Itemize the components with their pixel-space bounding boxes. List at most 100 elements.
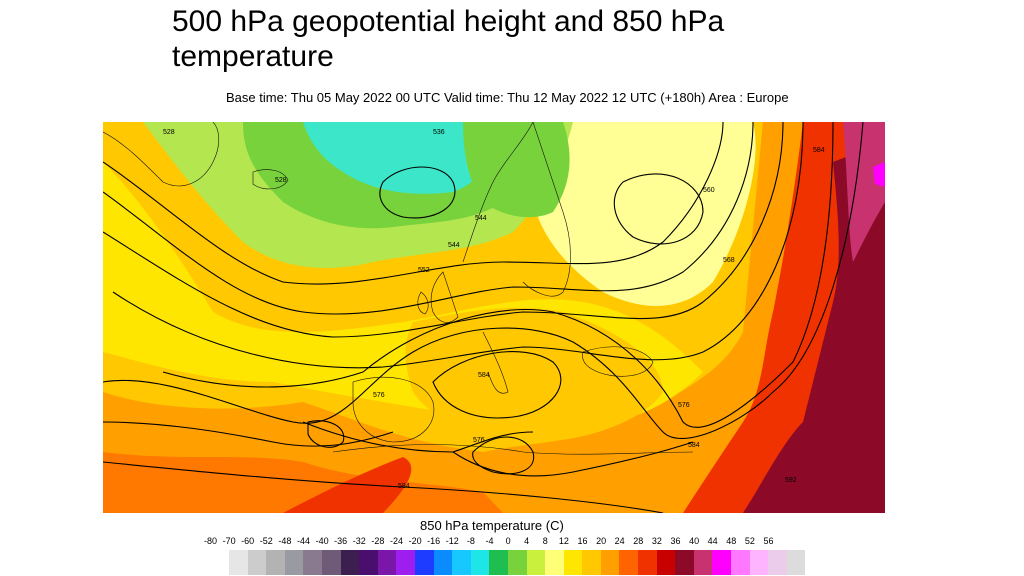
legend-tick-label: 16 bbox=[577, 536, 588, 546]
map-subtitle: Base time: Thu 05 May 2022 00 UTC Valid … bbox=[226, 90, 789, 105]
contour-label: 584 bbox=[478, 372, 490, 379]
legend-tick-label: -12 bbox=[445, 536, 459, 546]
contour-label: 568 bbox=[723, 257, 735, 264]
legend-tick-labels: -80 -70 -60 -52 -48 -44 -40 -36 -32 -28 -24 -20 -16-… bbox=[200, 536, 780, 550]
legend-swatch bbox=[266, 550, 285, 575]
legend-swatch bbox=[526, 550, 546, 575]
legend-color-bar bbox=[229, 550, 806, 575]
legend-tick-label: -36 bbox=[334, 536, 348, 546]
legend-tick-label: -20 bbox=[408, 536, 422, 546]
legend-title: 850 hPa temperature (C) bbox=[420, 518, 564, 533]
legend-tick-label: -32 bbox=[352, 536, 366, 546]
legend-tick-label: -44 bbox=[296, 536, 311, 546]
legend-swatch bbox=[507, 550, 527, 575]
legend-swatch bbox=[377, 550, 397, 575]
legend-swatch bbox=[619, 550, 639, 575]
legend-tick-label: -80 bbox=[203, 536, 218, 546]
legend-swatch bbox=[489, 550, 508, 575]
legend-swatch bbox=[229, 550, 248, 575]
temp-band-cyan-north bbox=[303, 122, 503, 194]
geopotential-contours bbox=[103, 122, 864, 513]
legend-swatch bbox=[600, 550, 620, 575]
legend-swatch bbox=[247, 550, 267, 575]
contour-label: 544 bbox=[475, 215, 487, 222]
legend-tick-label: 28 bbox=[633, 536, 644, 546]
legend-tick-label: -28 bbox=[371, 536, 385, 546]
contour-label: 528 bbox=[163, 129, 175, 136]
legend-swatch bbox=[712, 550, 732, 575]
temp-band-orange-south bbox=[103, 122, 885, 513]
coastline-north-africa bbox=[332, 444, 694, 455]
legend-swatch bbox=[303, 550, 322, 575]
contour-line bbox=[112, 122, 804, 369]
contour-label: 576 bbox=[373, 392, 385, 399]
legend-swatch bbox=[359, 550, 378, 575]
contour-line bbox=[103, 122, 754, 315]
temp-band-paleyellow-north bbox=[533, 122, 756, 306]
contour-line bbox=[613, 173, 704, 245]
legend-tick-label: 56 bbox=[763, 536, 774, 546]
coastline-iberia bbox=[352, 376, 435, 443]
legend-tick-label: -40 bbox=[315, 536, 329, 546]
contour-label: 592 bbox=[785, 477, 797, 484]
coastline-greenland bbox=[103, 122, 220, 187]
legend-tick-label: -60 bbox=[241, 536, 255, 546]
contour-line bbox=[103, 122, 724, 285]
legend-tick-label: -52 bbox=[259, 536, 273, 546]
legend-tick-label: -24 bbox=[389, 536, 404, 546]
legend-swatch bbox=[545, 550, 564, 575]
legend-tick-label: 24 bbox=[614, 536, 625, 546]
legend-swatch bbox=[768, 550, 787, 575]
coastline-british-isles bbox=[417, 271, 459, 323]
legend-tick-label: -48 bbox=[278, 536, 292, 546]
legend-swatch bbox=[470, 550, 490, 575]
legend-swatch bbox=[638, 550, 657, 575]
coastline-black-sea bbox=[582, 346, 654, 377]
contour-label: 584 bbox=[813, 147, 825, 154]
contour-line bbox=[452, 441, 694, 477]
legend-tick-label: 4 bbox=[524, 536, 530, 546]
legend-tick-label: 48 bbox=[726, 536, 737, 546]
contour-label: 544 bbox=[448, 242, 460, 249]
legend-swatch bbox=[284, 550, 304, 575]
contour-label: 528 bbox=[275, 177, 287, 184]
legend-tick-label: 12 bbox=[558, 536, 569, 546]
legend-swatch bbox=[786, 550, 806, 575]
legend-swatch bbox=[340, 550, 360, 575]
legend-tick-label: 44 bbox=[707, 536, 718, 546]
legend-tick-label: -16 bbox=[427, 536, 441, 546]
temp-band-darkred-east bbox=[743, 142, 885, 513]
legend-swatch bbox=[582, 550, 601, 575]
legend-tick-label: -8 bbox=[466, 536, 475, 546]
legend-swatch bbox=[693, 550, 713, 575]
map-title: 500 hPa geopotential height and 850 hPa … bbox=[172, 5, 725, 73]
contour-label: 560 bbox=[703, 187, 715, 194]
legend-swatch bbox=[675, 550, 694, 575]
temp-band-red-south bbox=[283, 457, 412, 513]
coastline-iceland bbox=[252, 169, 289, 190]
contour-line bbox=[103, 122, 784, 338]
legend-swatch bbox=[749, 550, 769, 575]
contour-label: 584 bbox=[398, 483, 410, 490]
coastlines bbox=[103, 122, 694, 455]
weather-map: 528 528 536 544 552 544 560 568 576 584 … bbox=[103, 122, 885, 513]
coastline-scandinavia bbox=[462, 122, 571, 297]
legend-tick-label: -4 bbox=[485, 536, 494, 546]
legend-tick-label: 52 bbox=[744, 536, 755, 546]
legend-swatch bbox=[656, 550, 676, 575]
contour-label: 576 bbox=[678, 402, 690, 409]
legend-swatch bbox=[731, 550, 750, 575]
temp-band-green-baltic bbox=[463, 122, 570, 218]
contour-line bbox=[307, 420, 345, 448]
legend-swatch bbox=[563, 550, 583, 575]
contour-label: 536 bbox=[433, 129, 445, 136]
contour-line bbox=[103, 461, 664, 513]
legend-swatch bbox=[452, 550, 471, 575]
contour-line bbox=[162, 122, 834, 428]
contour-label: 584 bbox=[688, 442, 700, 449]
legend-tick-label: 32 bbox=[651, 536, 662, 546]
legend-tick-label: 36 bbox=[670, 536, 681, 546]
contour-label: 576 bbox=[473, 437, 485, 444]
contour-line bbox=[103, 421, 394, 447]
legend-swatch bbox=[433, 550, 453, 575]
